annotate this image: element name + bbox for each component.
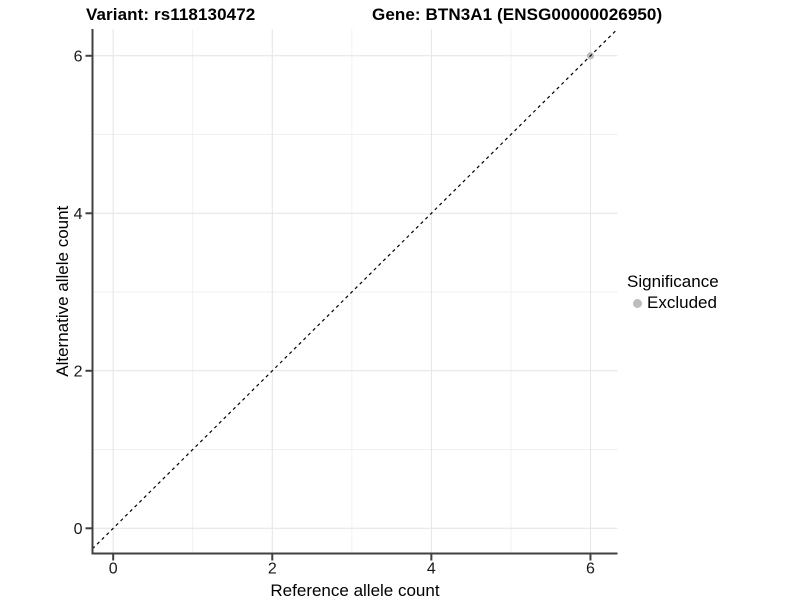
legend-title: Significance <box>627 272 719 291</box>
y-tick-label: 2 <box>74 363 83 380</box>
identity-reference-line <box>92 29 618 550</box>
legend: Significance Excluded <box>627 272 719 313</box>
x-tick-label: 6 <box>586 561 595 578</box>
y-tick-label: 0 <box>74 521 83 538</box>
legend-item-excluded: Excluded <box>627 293 719 313</box>
x-tick-label: 4 <box>427 561 436 578</box>
legend-item-label: Excluded <box>647 293 717 312</box>
y-axis-title: Alternative allele count <box>53 205 72 376</box>
x-axis-title: Reference allele count <box>270 581 439 600</box>
plot-title-variant: Variant: rs118130472 <box>86 5 256 24</box>
x-tick-label: 2 <box>268 561 277 578</box>
excluded-point-icon <box>633 298 642 308</box>
y-tick-label: 4 <box>74 206 83 223</box>
y-tick-label: 6 <box>74 48 83 65</box>
plot-title-gene: Gene: BTN3A1 (ENSG00000026950) <box>372 5 663 24</box>
x-tick-label: 0 <box>109 561 118 578</box>
